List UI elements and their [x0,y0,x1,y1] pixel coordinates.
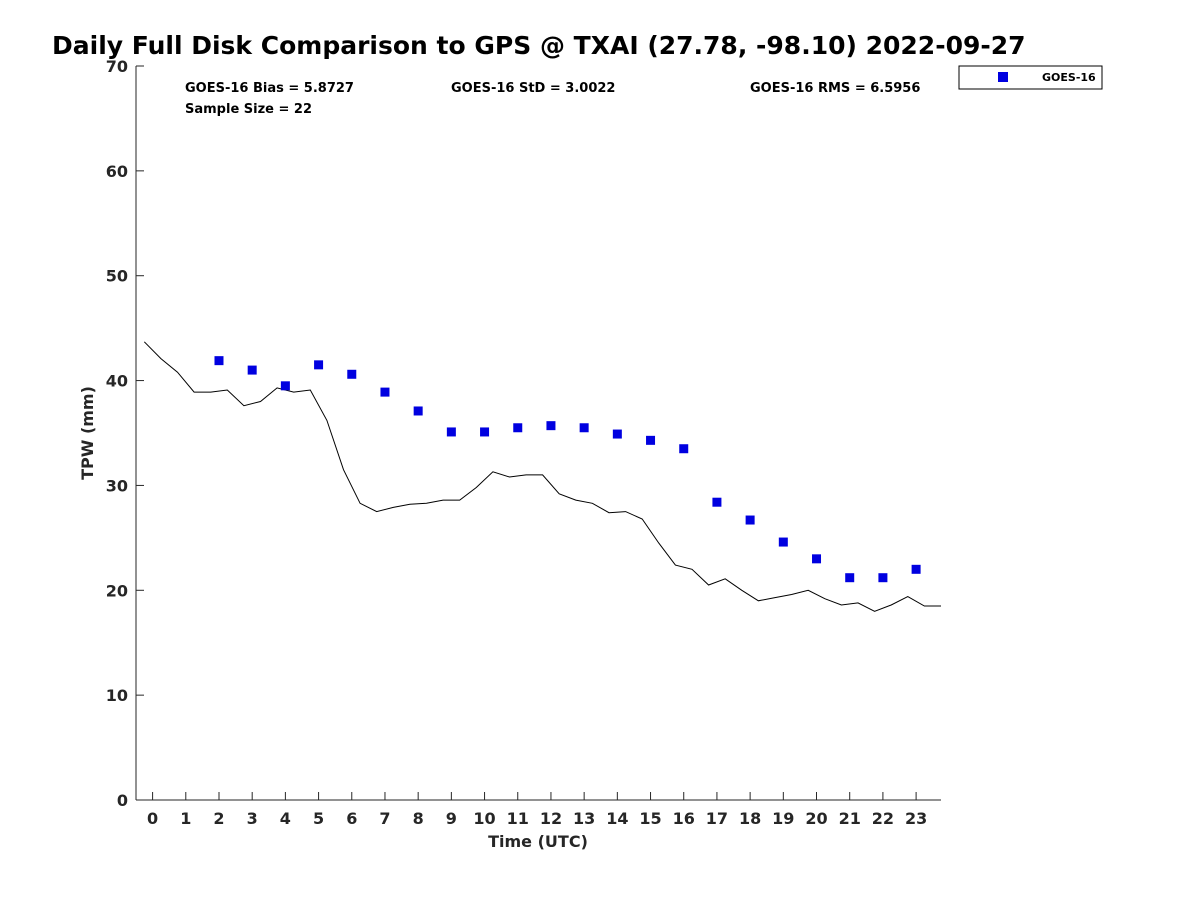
goes-16-point [214,356,224,366]
y-tick-label: 30 [106,476,128,495]
goes-16-point [579,423,589,433]
x-tick-label: 10 [473,809,495,828]
goes-16-point [247,365,257,375]
x-tick-label: 17 [706,809,728,828]
x-tick-label: 7 [379,809,390,828]
x-tick-label: 22 [872,809,894,828]
x-tick-label: 20 [805,809,827,828]
y-axis-ticks: 0 10 20 30 40 50 60 70 [106,57,144,810]
goes-16-point [347,369,357,379]
x-tick-label: 14 [606,809,628,828]
sample-size-stat: Sample Size = 22 [185,102,312,117]
goes-16-point [513,423,523,433]
x-tick-label: 1 [180,809,191,828]
y-tick-label: 0 [117,791,128,810]
x-tick-label: 18 [739,809,761,828]
x-tick-label: 2 [213,809,224,828]
x-tick-label: 0 [147,809,158,828]
x-tick-label: 9 [446,809,457,828]
goes-16-point [280,381,290,391]
y-tick-label: 20 [106,581,128,600]
y-tick-label: 10 [106,686,128,705]
goes-16-point [646,435,656,445]
x-tick-label: 4 [280,809,291,828]
x-tick-label: 5 [313,809,324,828]
gps-series [143,341,941,612]
x-tick-label: 3 [247,809,258,828]
goes-16-point [812,554,822,564]
bias-stat: GOES-16 Bias = 5.8727 [185,81,354,96]
goes-16-point [480,427,490,437]
legend-marker-goes-16 [998,72,1008,82]
x-axis-ticks: 0 1 2 3 4 5 6 7 8 9 10 11 12 13 14 15 16 17 18 19 20 21 22 23 [147,792,927,828]
gps-line [143,341,941,612]
goes-16-point [413,406,423,416]
goes-16-point [845,573,855,583]
std-stat: GOES-16 StD = 3.0022 [451,81,615,96]
goes-16-point [778,537,788,547]
goes-16-point [679,444,689,454]
y-tick-label: 40 [106,372,128,391]
x-tick-label: 21 [839,809,861,828]
x-tick-label: 12 [540,809,562,828]
x-tick-label: 23 [905,809,927,828]
legend: GOES-16 [958,65,1103,90]
y-axis-label: TPW (mm) [78,386,97,480]
x-tick-label: 13 [573,809,595,828]
x-tick-label: 11 [507,809,529,828]
chart-title: Daily Full Disk Comparison to GPS @ TXAI… [52,31,1026,60]
x-tick-label: 19 [772,809,794,828]
goes-16-point [911,564,921,574]
x-tick-label: 16 [673,809,695,828]
goes-16-point [314,360,324,370]
y-tick-label: 70 [106,57,128,76]
axes [135,66,941,801]
goes-16-point [380,387,390,397]
goes-16-series [214,356,921,583]
x-axis-label: Time (UTC) [488,832,588,851]
goes-16-point [878,573,888,583]
goes-16-point [612,429,622,439]
goes-16-point [546,421,556,431]
x-tick-label: 15 [639,809,661,828]
legend-label-goes-16: GOES-16 [1042,71,1096,84]
legend-box [958,65,1103,90]
goes-16-point [712,497,722,507]
goes-16-point [446,427,456,437]
goes-16-point [745,515,755,525]
rms-stat: GOES-16 RMS = 6.5956 [750,81,920,96]
y-tick-label: 50 [106,267,128,286]
x-tick-label: 6 [346,809,357,828]
x-tick-label: 8 [413,809,424,828]
y-tick-label: 60 [106,162,128,181]
